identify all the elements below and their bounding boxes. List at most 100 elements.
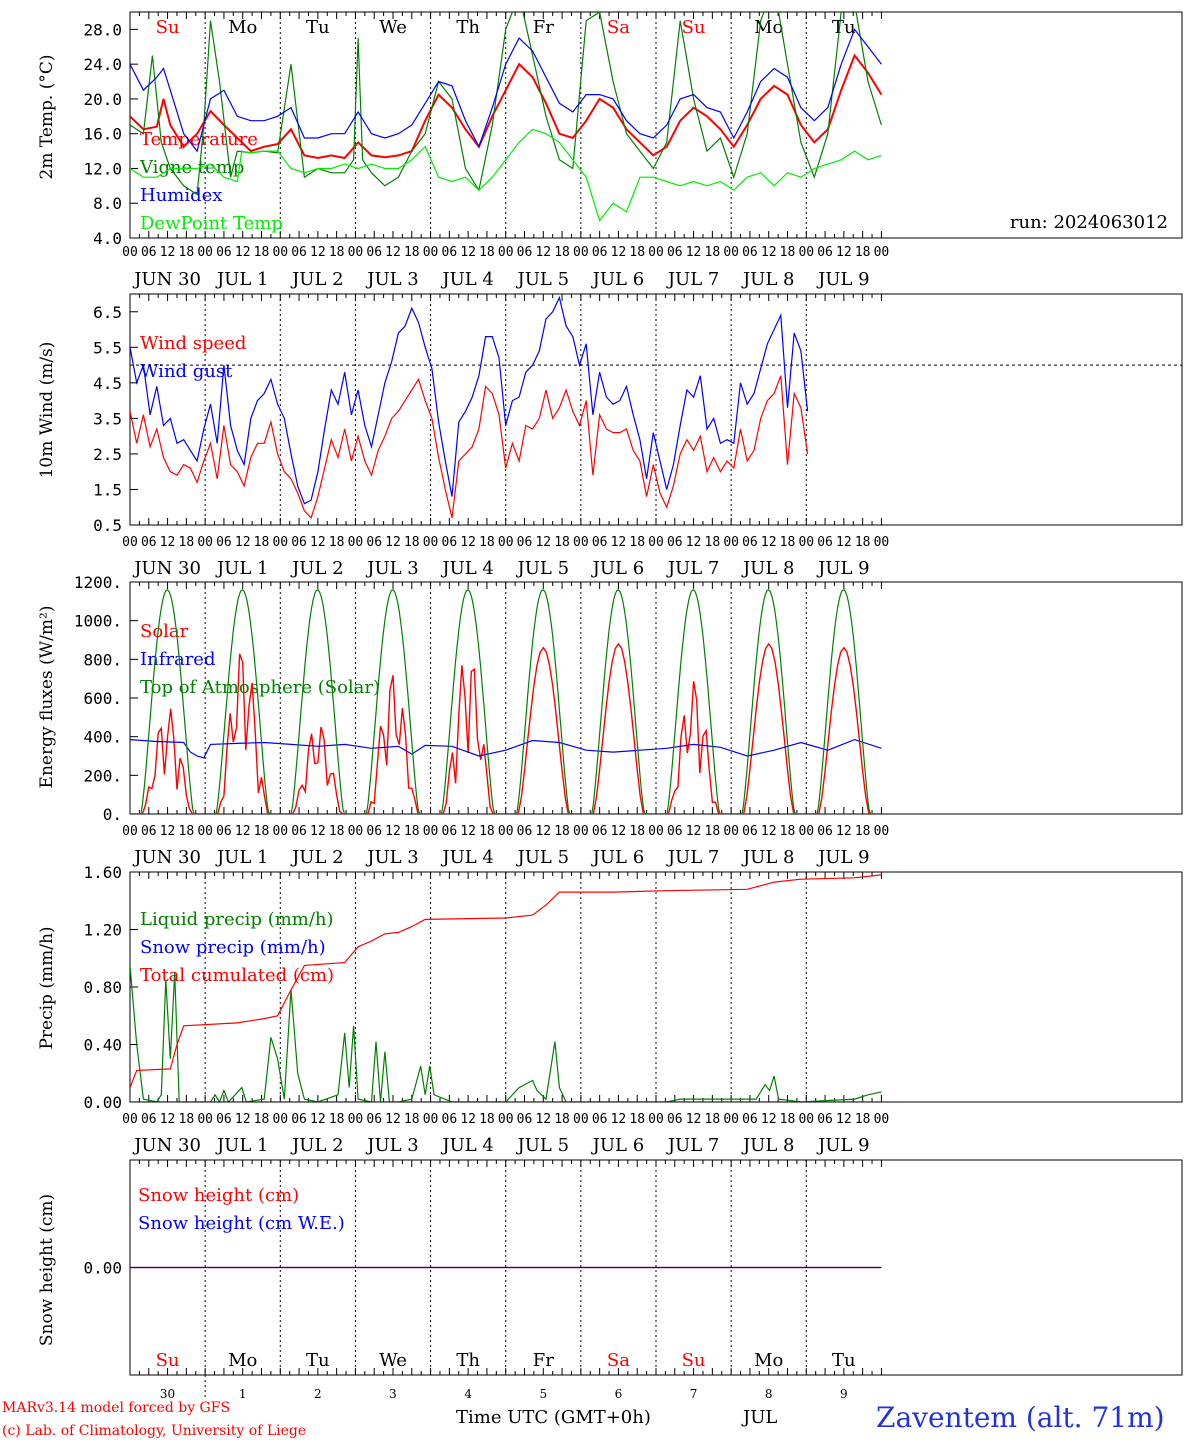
hour-tick-label: 12 xyxy=(611,535,627,550)
date-label: JUL 3 xyxy=(365,558,419,579)
date-label: JUL 8 xyxy=(741,558,795,579)
hour-tick-label: 18 xyxy=(254,245,270,260)
hour-tick-label: 06 xyxy=(141,1112,157,1127)
day-number-label: 7 xyxy=(690,1387,698,1401)
hour-tick-label: 06 xyxy=(291,1112,307,1127)
hour-tick-label: 18 xyxy=(554,1112,570,1127)
legend-entry: Total cumulated (cm) xyxy=(140,965,334,986)
y-tick-label: 400. xyxy=(83,728,122,747)
hour-tick-label: 18 xyxy=(479,824,495,839)
hour-tick-label: 12 xyxy=(686,535,702,550)
day-name-label: Mo xyxy=(754,1350,783,1371)
hour-tick-label: 00 xyxy=(648,535,664,550)
y-tick-label: 5.5 xyxy=(93,338,122,357)
date-label: JUL 2 xyxy=(290,269,344,290)
x-axis-label: Time UTC (GMT+0h) xyxy=(456,1407,651,1428)
date-label: JUL 5 xyxy=(516,847,570,868)
hour-tick-label: 00 xyxy=(874,535,890,550)
hour-tick-label: 18 xyxy=(855,535,871,550)
hour-tick-label: 00 xyxy=(798,535,814,550)
day-name-label: Su xyxy=(156,17,180,38)
day-number-label: 3 xyxy=(389,1387,397,1401)
hour-tick-label: 18 xyxy=(855,824,871,839)
hour-tick-label: 00 xyxy=(573,245,589,260)
hour-tick-label: 12 xyxy=(836,824,852,839)
day-name-label: Tu xyxy=(306,1350,330,1371)
date-label: JUL 6 xyxy=(591,269,645,290)
hour-tick-label: 00 xyxy=(348,535,364,550)
y-tick-label: 4.5 xyxy=(93,374,122,393)
y-tick-label: 8.0 xyxy=(93,194,122,213)
legend-entry: Snow precip (mm/h) xyxy=(140,937,326,958)
hour-tick-label: 18 xyxy=(479,535,495,550)
date-label: JUL 8 xyxy=(741,847,795,868)
legend-entry: Infrared xyxy=(140,649,215,670)
hour-tick-label: 06 xyxy=(592,535,608,550)
hour-tick-label: 12 xyxy=(460,1112,476,1127)
hour-tick-label: 06 xyxy=(592,824,608,839)
credit-line-2: (c) Lab. of Climatology, University of L… xyxy=(2,1423,306,1439)
y-tick-label: 0.00 xyxy=(83,1259,122,1278)
y-tick-label: 0.00 xyxy=(83,1093,122,1112)
y-tick-label: 2.5 xyxy=(93,445,122,464)
hour-tick-label: 00 xyxy=(348,245,364,260)
hour-tick-label: 18 xyxy=(780,535,796,550)
date-label: JUL 9 xyxy=(816,847,870,868)
y-tick-label: 1200. xyxy=(74,573,122,592)
hour-tick-label: 12 xyxy=(761,1112,777,1127)
day-name-label: Sa xyxy=(607,1350,630,1371)
legend-entry: Wind speed xyxy=(140,333,246,354)
y-tick-label: 0.80 xyxy=(83,978,122,997)
day-name-label: We xyxy=(379,17,407,38)
date-label: JUL 5 xyxy=(516,269,570,290)
y-tick-label: 24.0 xyxy=(83,55,122,74)
day-name-label: Mo xyxy=(228,17,257,38)
y-axis-label: 2m Temp. (°C) xyxy=(37,54,57,179)
wind-speed-line xyxy=(130,375,809,520)
legend-entry: Humidex xyxy=(140,185,222,206)
date-label: JUL 1 xyxy=(215,1135,269,1156)
hour-tick-label: 18 xyxy=(179,245,195,260)
hour-tick-label: 00 xyxy=(648,824,664,839)
y-tick-label: 0.5 xyxy=(93,516,122,535)
hour-tick-label: 12 xyxy=(160,824,176,839)
hour-tick-label: 12 xyxy=(385,535,401,550)
hour-tick-label: 06 xyxy=(742,1112,758,1127)
day-name-label: Mo xyxy=(228,1350,257,1371)
hour-tick-label: 12 xyxy=(761,824,777,839)
y-tick-label: 6.5 xyxy=(93,303,122,322)
date-label: JUL 3 xyxy=(365,269,419,290)
date-label: JUL 9 xyxy=(816,558,870,579)
hour-tick-label: 06 xyxy=(592,1112,608,1127)
hour-tick-label: 18 xyxy=(179,535,195,550)
date-label: JUL 8 xyxy=(741,269,795,290)
hour-tick-label: 12 xyxy=(761,535,777,550)
hour-tick-label: 18 xyxy=(629,1112,645,1127)
hour-tick-label: 18 xyxy=(254,1112,270,1127)
day-name-label: Sa xyxy=(607,17,630,38)
hour-tick-label: 00 xyxy=(798,245,814,260)
hour-tick-label: 18 xyxy=(554,535,570,550)
hour-tick-label: 06 xyxy=(366,824,382,839)
y-tick-label: 1.20 xyxy=(83,921,122,940)
hour-tick-label: 00 xyxy=(122,245,138,260)
hour-tick-label: 18 xyxy=(404,245,420,260)
hour-tick-label: 06 xyxy=(817,245,833,260)
hour-tick-label: 00 xyxy=(423,535,439,550)
hour-tick-label: 00 xyxy=(874,245,890,260)
hour-tick-label: 06 xyxy=(141,245,157,260)
day-name-label: Fr xyxy=(533,1350,554,1371)
date-label: JUL 3 xyxy=(365,1135,419,1156)
day-number-label: 8 xyxy=(765,1387,773,1401)
hour-tick-label: 18 xyxy=(554,824,570,839)
day-number-label: 4 xyxy=(464,1387,472,1401)
y-tick-label: 1000. xyxy=(74,612,122,631)
hour-tick-label: 00 xyxy=(798,1112,814,1127)
hour-tick-label: 06 xyxy=(216,1112,232,1127)
hour-tick-label: 18 xyxy=(329,245,345,260)
hour-tick-label: 00 xyxy=(723,245,739,260)
hour-tick-label: 00 xyxy=(423,824,439,839)
top-of-atmosphere-solar-line xyxy=(130,589,882,814)
hour-tick-label: 06 xyxy=(216,245,232,260)
